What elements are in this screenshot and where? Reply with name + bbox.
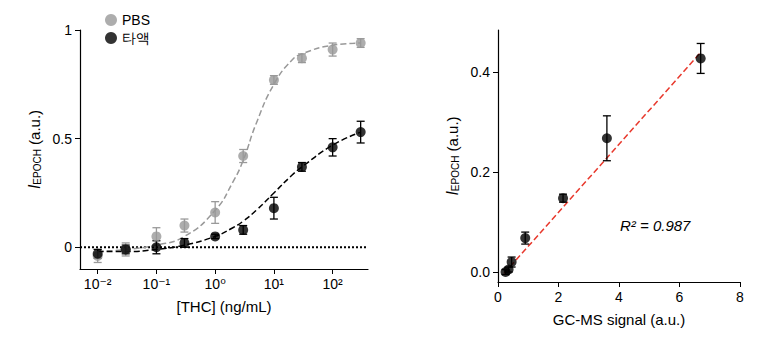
svg-text:EPOCH: EPOCH [450, 156, 461, 192]
svg-text:0.2: 0.2 [471, 164, 491, 180]
svg-text:타액: 타액 [122, 30, 150, 46]
svg-text:10¹: 10¹ [264, 276, 285, 292]
svg-text:10⁰: 10⁰ [205, 276, 227, 292]
svg-text:4: 4 [615, 289, 623, 305]
svg-text:0: 0 [64, 239, 72, 255]
svg-text:2: 2 [555, 289, 563, 305]
svg-text:0: 0 [494, 289, 502, 305]
svg-text:10²: 10² [323, 276, 344, 292]
svg-text:1: 1 [64, 22, 72, 38]
svg-text:R² = 0.987: R² = 0.987 [620, 217, 691, 234]
svg-text:I: I [25, 184, 43, 190]
svg-text:EPOCH: EPOCH [32, 149, 43, 185]
svg-text:10⁻²: 10⁻² [84, 276, 112, 292]
svg-text:0.4: 0.4 [471, 64, 491, 80]
svg-text:I: I [443, 191, 461, 196]
svg-text:PBS: PBS [122, 12, 150, 28]
svg-text:(a.u.): (a.u.) [26, 110, 43, 149]
svg-text:GC-MS signal (a.u.): GC-MS signal (a.u.) [553, 311, 686, 328]
svg-text:0.5: 0.5 [53, 131, 73, 147]
svg-text:(a.u.): (a.u.) [444, 116, 461, 155]
svg-text:8: 8 [736, 289, 744, 305]
svg-text:[THC] (ng/mL): [THC] (ng/mL) [176, 298, 271, 315]
svg-text:0.0: 0.0 [471, 264, 491, 280]
svg-text:10⁻¹: 10⁻¹ [143, 276, 171, 292]
svg-text:6: 6 [676, 289, 684, 305]
